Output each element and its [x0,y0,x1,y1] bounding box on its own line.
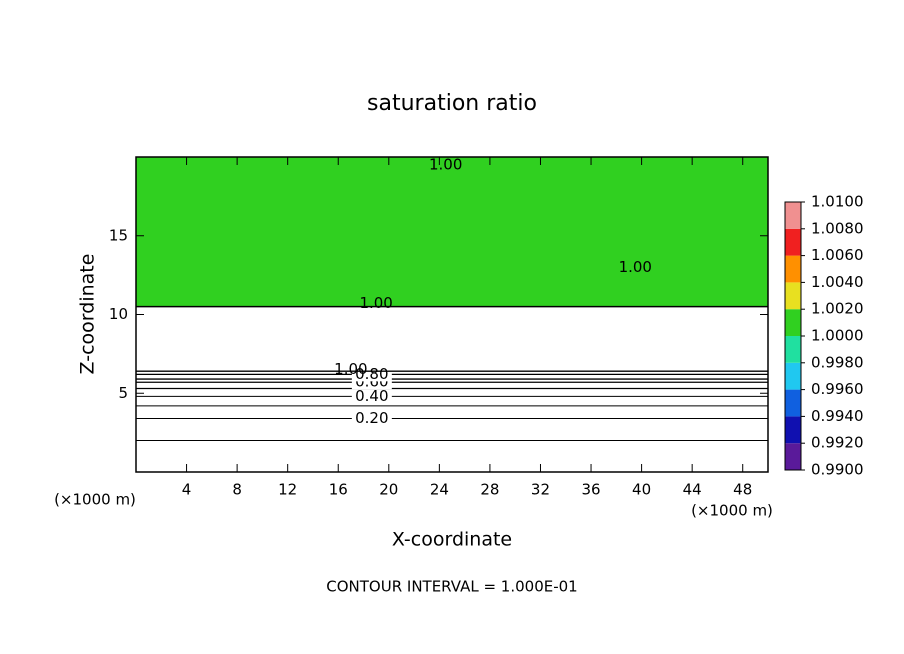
chart-title: saturation ratio [367,91,537,116]
colorbar-band [785,416,801,444]
colorbar-band [785,309,801,336]
contour-label-bg [351,389,392,404]
contour-label: 1.00 [359,294,392,312]
colorbar-band [785,443,801,470]
colorbar-band [785,202,801,229]
footer: CONTOUR INTERVAL = 1.000E-01 [326,578,577,596]
y-axis-label: Z-coordinate [77,254,99,375]
x-tick-label: 16 [329,481,348,499]
colorbar-tick-label: 0.9980 [811,353,864,371]
colorbar-band [785,336,801,363]
x-tick-label: 12 [278,481,297,499]
colorbar-band [785,255,801,283]
contour-label: 0.20 [355,409,388,427]
y-tick-label: 5 [118,384,128,402]
colorbar-tick-label: 1.0080 [811,219,864,237]
y-tick-label: 10 [109,305,128,323]
colorbar-tick-label: 1.0000 [811,327,864,345]
contour-label: 0.80 [355,365,388,383]
colorbar-band [785,389,801,417]
contour-label: 1.00 [619,258,652,276]
colorbar-band [785,362,801,390]
contour-label: 0.40 [355,387,388,405]
x-tick-label: 20 [379,481,398,499]
x-tick-label: 28 [480,481,499,499]
contour-label: 1.00 [429,155,462,173]
field-region [136,157,768,307]
x-tick-label: 44 [683,481,702,499]
x-unit-label: (×1000 m) [691,502,773,520]
y-unit-label: (×1000 m) [54,491,136,509]
colorbar-tick-label: 1.0020 [811,300,864,318]
colorbar-band [785,282,801,310]
colorbar-tick-label: 0.9900 [811,461,864,479]
colorbar-tick-label: 1.0040 [811,273,864,291]
colorbar-tick-label: 1.0060 [811,246,864,264]
contour-label: 1.00 [334,360,367,378]
x-tick-label: 4 [182,481,192,499]
x-tick-label: 36 [581,481,600,499]
colorbar-band [785,228,801,256]
x-tick-label: 40 [632,481,651,499]
x-tick-label: 32 [531,481,550,499]
y-tick-label: 15 [109,226,128,244]
x-tick-label: 24 [430,481,449,499]
colorbar-tick-label: 0.9940 [811,407,864,425]
x-tick-label: 8 [232,481,242,499]
x-axis-label: X-coordinate [392,529,512,551]
colorbar-tick-label: 0.9920 [811,434,864,452]
contour-label-bg [351,411,392,426]
colorbar-tick-label: 0.9960 [811,380,864,398]
x-tick-label: 48 [733,481,752,499]
colorbar-tick-label: 1.0100 [811,193,864,211]
